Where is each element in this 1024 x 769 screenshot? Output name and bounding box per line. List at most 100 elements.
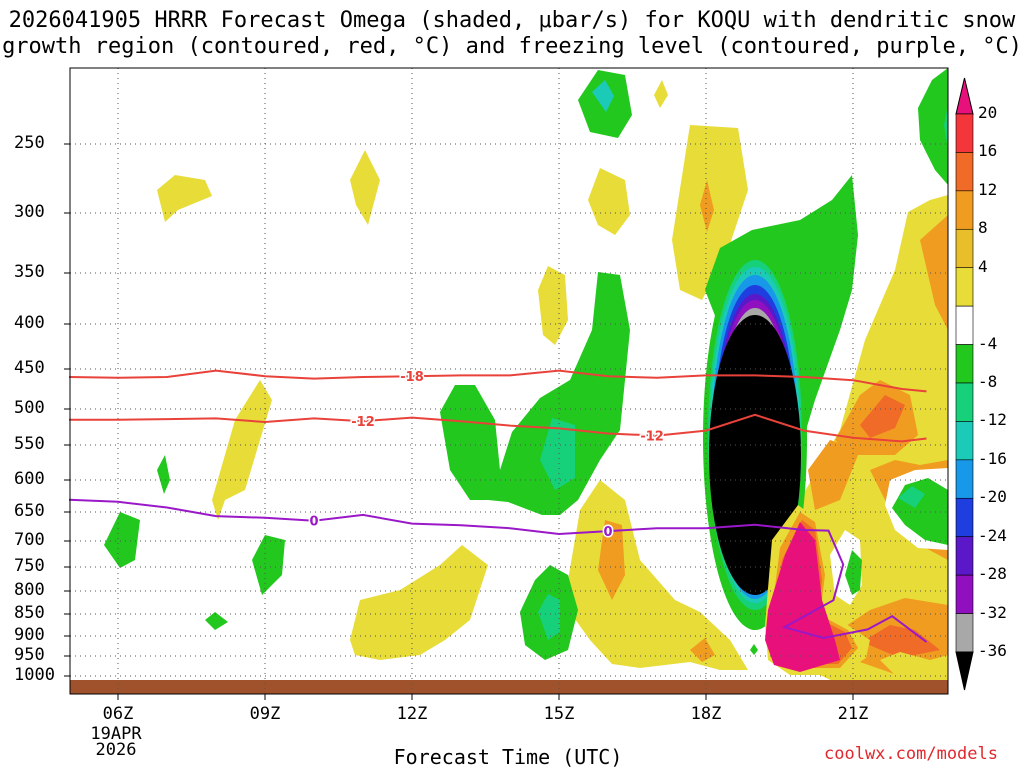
omega-shade [880, 652, 948, 682]
omega-shade [750, 644, 758, 655]
omega-shade [212, 380, 272, 520]
omega-shade [944, 105, 948, 150]
omega-shade [252, 535, 285, 595]
y-tick-label: 500 [14, 398, 45, 418]
contour-line [69, 413, 927, 443]
omega-shade [588, 168, 630, 235]
colorbar-label: 20 [978, 103, 998, 122]
colorbar-segment [955, 497, 974, 538]
x-tick-label: 09Z [249, 704, 281, 724]
colorbar-segment [955, 421, 974, 461]
y-tick-label: 800 [14, 580, 45, 600]
omega-shade [808, 440, 860, 510]
omega-shade [350, 150, 380, 225]
colorbar-label: 8 [978, 218, 988, 238]
colorbar-cap-top [955, 77, 974, 115]
omega-shade [898, 486, 925, 508]
colorbar-cap-bottom [955, 651, 974, 691]
omega-shade [765, 522, 840, 672]
omega-shading [104, 68, 948, 694]
y-tick-label: 300 [14, 202, 45, 222]
omega-shade [860, 395, 905, 438]
omega-shade [845, 550, 862, 595]
y-tick-label: 350 [14, 262, 45, 282]
omega-shade [157, 175, 212, 222]
colorbar [955, 77, 974, 691]
colorbar-label: -24 [978, 525, 1007, 545]
omega-shade [918, 68, 948, 185]
y-tick-label: 400 [14, 313, 45, 333]
colorbar-label: -32 [978, 602, 1007, 622]
omega-shade [690, 638, 715, 662]
colorbar-segment [955, 113, 974, 153]
y-tick-label: 700 [14, 530, 45, 550]
credit-link[interactable]: coolwx.com/models [824, 744, 998, 764]
omega-shade [540, 418, 575, 490]
colorbar-segment [955, 190, 974, 230]
x-axis-label: Forecast Time (UTC) [393, 745, 623, 769]
y-tick-label: 900 [14, 625, 45, 645]
contours: -18 -12 -12 0 0 [68, 369, 928, 643]
contour-label: 0 [309, 515, 318, 530]
omega-shade [920, 215, 948, 330]
omega-shade [862, 625, 940, 658]
y-tick-label: 450 [14, 358, 45, 378]
colorbar-label: -36 [978, 641, 1007, 660]
y-tick-label: 1000 [14, 665, 55, 685]
y-tick-label: 600 [14, 469, 45, 489]
contour-label: -12 [351, 415, 375, 430]
colorbar-label: -20 [978, 487, 1007, 507]
x-tick-label: 06Z [102, 704, 134, 724]
colorbar-segment [955, 267, 974, 307]
colorbar-segment [955, 305, 974, 345]
x-tick-label: 18Z [690, 704, 722, 724]
y-tick-label: 550 [14, 434, 45, 454]
omega-shade [654, 80, 668, 108]
omega-shade [598, 520, 625, 600]
colorbar-segment [955, 536, 974, 576]
colorbar-label: 4 [978, 256, 988, 276]
date-label-day: 19APR [90, 724, 142, 744]
contour-label: -12 [640, 429, 664, 444]
omega-shade [538, 594, 560, 640]
colorbar-segment [955, 228, 974, 269]
colorbar-label: -4 [978, 333, 998, 353]
colorbar-label: -12 [978, 410, 1007, 430]
omega-shade [538, 266, 568, 345]
contour-label: -18 [400, 370, 424, 385]
contour-line [68, 369, 927, 393]
colorbar-label: -28 [978, 564, 1007, 584]
colorbar-segment [955, 382, 974, 422]
plot-frame [69, 67, 949, 695]
x-tick-label: 12Z [396, 704, 428, 724]
colorbar-label: 16 [978, 141, 998, 161]
colorbar-segment [955, 152, 974, 192]
colorbar-label: -8 [978, 372, 998, 391]
colorbar-segment [955, 344, 974, 384]
y-tick-label: 750 [14, 556, 45, 576]
x-tick-label: 21Z [837, 704, 869, 724]
omega-shade [709, 315, 801, 595]
y-tick-label: 650 [14, 501, 45, 521]
omega-shade [700, 180, 714, 232]
omega-shade [104, 512, 140, 568]
x-tick-label: 15Z [543, 704, 575, 724]
y-tick-label: 950 [14, 645, 45, 665]
chart-title-line-1: 2026041905 HRRR Forecast Omega (shaded, … [8, 8, 1016, 33]
contour-label: 0 [603, 525, 612, 540]
ground-layer [70, 680, 948, 694]
date-label-year: 2026 [95, 740, 137, 760]
y-tick-label: 850 [14, 603, 45, 623]
omega-shade [350, 545, 488, 660]
omega-shade [205, 612, 228, 630]
y-tick-label: 250 [14, 133, 45, 153]
axis-ticks [64, 143, 854, 700]
colorbar-segment [955, 574, 974, 614]
colorbar-label: -16 [978, 448, 1007, 468]
chart-title-line-2: growth region (contoured, red, °C) and f… [2, 34, 1022, 59]
contour-line [68, 498, 928, 643]
colorbar-label: 12 [978, 179, 998, 199]
omega-shade [440, 272, 630, 515]
colorbar-segment [955, 613, 974, 653]
